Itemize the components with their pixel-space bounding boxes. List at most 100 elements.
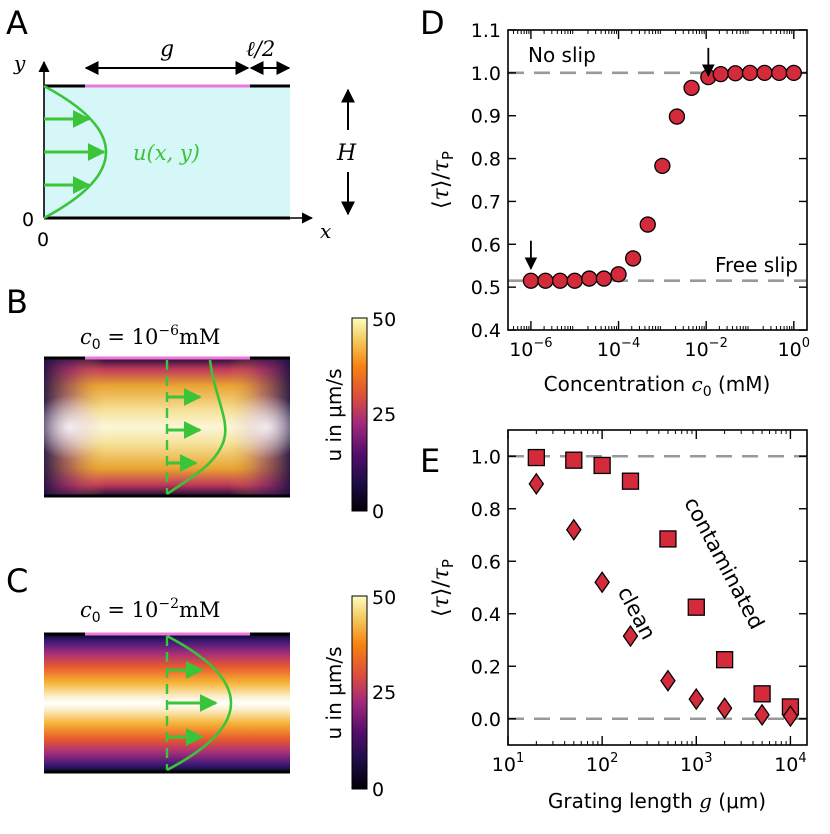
xtick-exponent: −6	[533, 336, 552, 351]
chart-d-circle-point	[537, 272, 554, 289]
chart-e-square-point	[753, 685, 771, 703]
b-c-exp: −6	[158, 323, 179, 339]
chart-d-circle-point	[551, 272, 569, 289]
chart-e-xlabel: Grating length g (μm)	[548, 789, 766, 813]
chart-d-frame	[507, 29, 808, 331]
xtick-exponent: 1	[516, 751, 524, 766]
chart-e-ytick-label: 0.0	[471, 709, 501, 731]
chart-e-square-point	[621, 472, 640, 490]
xtick-base: 10	[680, 754, 704, 776]
panel-letter-b: B	[6, 283, 28, 321]
chart-d-circle-point	[756, 64, 773, 82]
chart-e-square-point	[527, 448, 545, 467]
chart-e-xtick-label: 101	[492, 751, 524, 776]
chart-e-square-point	[593, 456, 611, 475]
chart-d-xtick-label: 10−2	[684, 336, 727, 361]
chart-d-circle-point	[668, 108, 686, 125]
chart-e-square-point	[687, 598, 705, 616]
chart-e-diamond-point	[528, 472, 545, 495]
chart-e-ylabel: ⟨τ⟩/τP	[429, 559, 457, 617]
chart-d-concentration: 0.40.50.60.70.80.91.01.110−6 10−4 10−2 100N…	[429, 20, 810, 400]
c-c-exp: −2	[158, 596, 179, 612]
xtick-exponent: 3	[704, 751, 712, 766]
chart-e-ylabel-tau: τ	[429, 595, 454, 608]
chart-d-ytick-label: 0.9	[471, 106, 501, 128]
chart-d-ylabel-bracket: ⟨	[429, 200, 454, 209]
panel-c-colorbar-tick-50: 50	[372, 587, 396, 609]
chart-d-ylabel: ⟨τ⟩/τP	[429, 151, 457, 209]
xtick-base: 10	[586, 754, 610, 776]
panel-letter-c: C	[6, 562, 28, 600]
panel-c-colorbar-tick-0: 0	[372, 779, 384, 801]
chart-d-circle-point	[522, 272, 540, 289]
panel-b-colorbar-label: u in μm/s	[322, 369, 346, 462]
chart-e-xtick-label: 104	[774, 751, 806, 776]
xtick-exponent: −4	[621, 336, 640, 351]
panel-letter-d: D	[420, 4, 445, 42]
chart-d-ytick-label: 0.4	[471, 320, 501, 342]
chart-e-diamond-point	[622, 624, 639, 648]
chart-d-xlabel-text: Concentration	[544, 372, 692, 396]
chart-d-ylabel-bracket-close: ⟩/	[429, 172, 454, 189]
panel-b-velocity-profile	[166, 359, 227, 496]
g-dimension-label: g	[160, 37, 174, 62]
origin-x-label: 0	[37, 229, 49, 251]
chart-e-diamond-point	[660, 669, 676, 692]
chart-d-ylabel-tau-p: τ	[429, 159, 454, 172]
chart-d-ytick-label: 0.8	[471, 149, 501, 171]
chart-d-xtick-label: 10−6	[509, 336, 552, 361]
panel-c-concentration: c0 = 10−2mM	[80, 596, 220, 626]
chart-d-circle-point	[785, 64, 802, 82]
panel-c-colorbar-label: u in μm/s	[322, 647, 346, 740]
panel-b-colorbar-tick-0: 0	[372, 501, 384, 523]
chart-d-circle-point	[741, 64, 759, 82]
chart-e-xlabel-unit: (μm)	[712, 789, 766, 813]
chart-e-diamond-point	[688, 687, 705, 711]
chart-e-diamond-point	[782, 704, 799, 728]
chart-d-circle-point	[771, 64, 788, 82]
chart-d-circle-point	[639, 216, 656, 233]
chart-e-diamond-point	[594, 571, 610, 594]
chart-e-square-point	[659, 530, 677, 548]
xtick-base: 10	[778, 339, 802, 361]
chart-d-circle-point	[610, 266, 627, 283]
xtick-base: 10	[774, 754, 798, 776]
h-dimension-label: H	[336, 141, 357, 166]
xtick-base: 10	[509, 339, 533, 361]
c-c-sub: 0	[92, 610, 101, 626]
chart-e-ylabel-bracket-close: ⟩/	[429, 580, 454, 597]
xtick-base: 10	[492, 754, 516, 776]
b-c-sub: 0	[92, 337, 101, 353]
velocity-label: u(x, y)	[133, 141, 200, 165]
chart-d-xlabel-unit: (mM)	[712, 372, 771, 396]
chart-e-ytick-label: 0.6	[471, 551, 501, 573]
chart-e-xlabel-symbol: g	[699, 789, 712, 813]
panel-c-flowfield: c0 = 10−2mM 50 25 0 u in μm/s	[44, 587, 396, 801]
panel-letter-a: A	[6, 4, 28, 42]
panel-b-flowfield: c0 = 10−6mM 50 25 0 u in μm/s	[30, 309, 396, 523]
chart-d-xlabel-sub: 0	[703, 384, 712, 400]
chart-d-ytick-label: 0.5	[471, 277, 501, 299]
chart-d-no-slip-label: No slip	[528, 43, 596, 67]
chart-d-circle-point	[727, 65, 744, 82]
b-c-eq: = 10	[101, 325, 159, 349]
y-axis-label: y	[13, 51, 26, 75]
chart-d-ylabel-sub: P	[439, 151, 457, 160]
chart-e-diamond-point	[716, 697, 733, 720]
chart-d-ytick-label: 0.6	[471, 234, 501, 256]
chart-e-diamond-point	[566, 518, 582, 541]
b-c-symbol: c	[80, 325, 92, 349]
panel-b-colorbar-tick-25: 25	[372, 404, 396, 426]
chart-d-free-slip-label: Free slip	[715, 253, 798, 277]
chart-d-circle-point	[595, 270, 613, 287]
chart-e-xtick-label: 103	[680, 751, 712, 776]
chart-e-ytick-label: 0.8	[471, 499, 501, 521]
chart-e-square-point	[565, 451, 583, 469]
chart-e-diamond-point	[754, 703, 770, 726]
chart-e-ylabel-sub: P	[439, 559, 457, 568]
chart-d-circle-point	[654, 157, 671, 175]
chart-d-circle-point	[712, 65, 729, 83]
chart-e-ytick-label: 1.0	[471, 446, 501, 468]
xtick-exponent: 0	[802, 336, 810, 351]
